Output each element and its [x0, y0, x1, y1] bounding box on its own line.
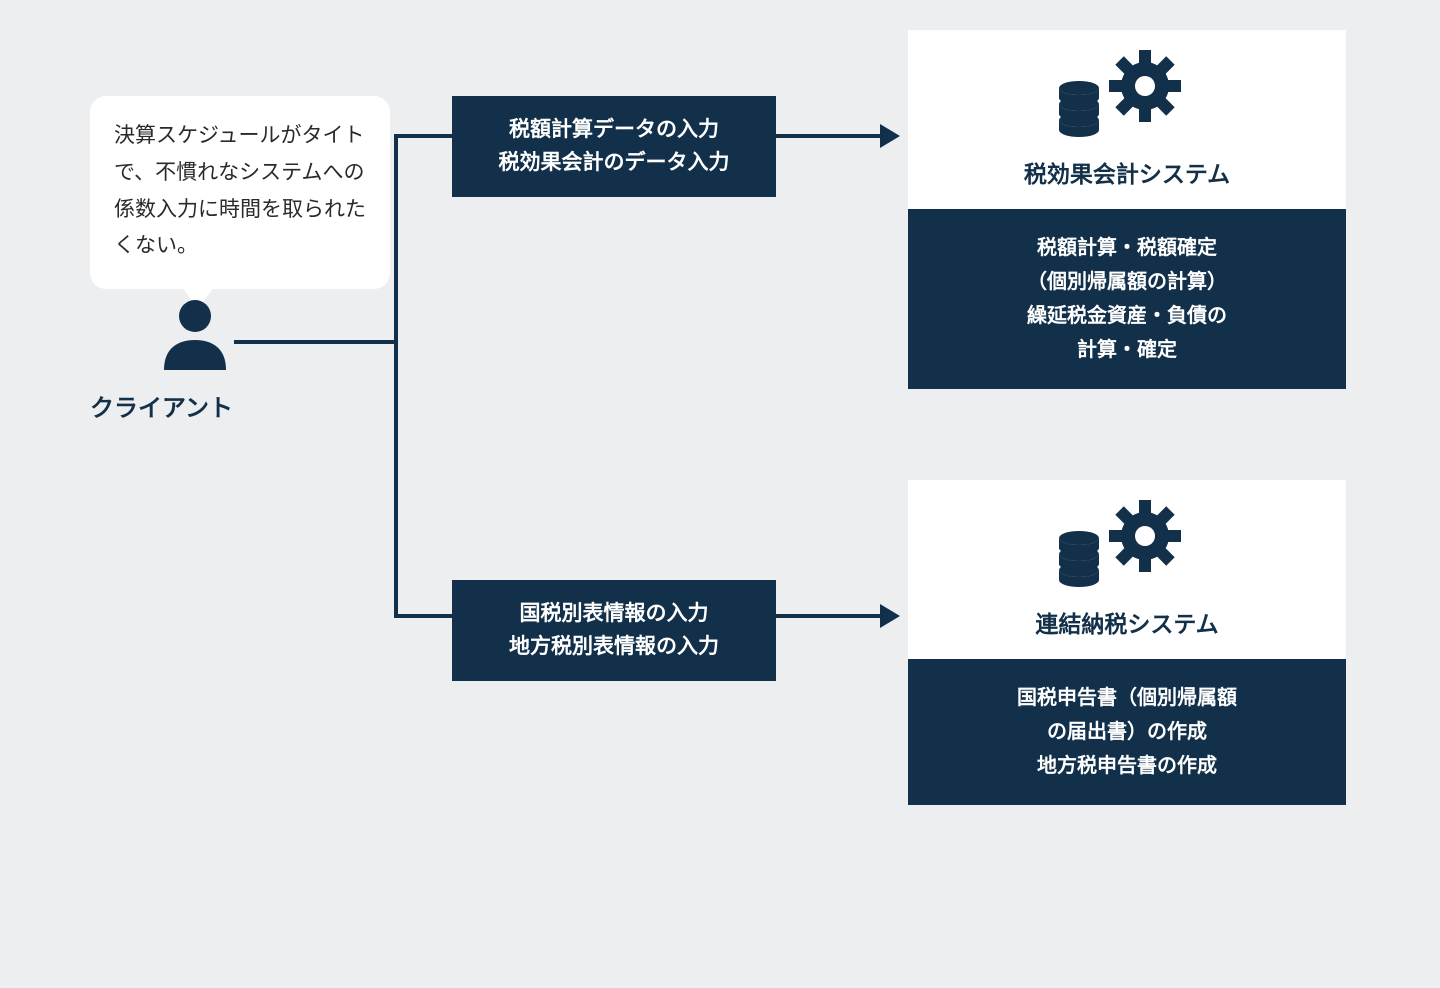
- system-card-bottom: 連結納税システム 国税申告書（個別帰属額 の届出書）の作成 地方税申告書の作成: [908, 480, 1346, 805]
- system-title: 税効果会計システム: [918, 155, 1336, 189]
- connector-line: [394, 134, 452, 138]
- system-card-head: 税効果会計システム: [908, 30, 1346, 209]
- client-speech-text: 決算スケジュールがタイトで、不慣れなシステムへの係数入力に時間を取られたくない。: [114, 124, 366, 257]
- connector-line: [234, 340, 398, 344]
- client-label: クライアント: [90, 388, 233, 423]
- process-line: 国税別表情報の入力: [462, 598, 766, 631]
- db-gear-icon: [1057, 498, 1197, 590]
- diagram-stage: 決算スケジュールがタイトで、不慣れなシステムへの係数入力に時間を取られたくない。…: [0, 0, 1440, 988]
- process-box-top: 税額計算データの入力 税効果会計のデータ入力: [452, 96, 776, 197]
- arrow-right-icon: [880, 124, 900, 148]
- process-line: 税額計算データの入力: [462, 114, 766, 147]
- system-card-head: 連結納税システム: [908, 480, 1346, 659]
- system-card-body: 税額計算・税額確定 （個別帰属額の計算） 繰延税金資産・負債の 計算・確定: [908, 209, 1346, 389]
- arrow-right-icon: [880, 604, 900, 628]
- process-line: 地方税別表情報の入力: [462, 631, 766, 664]
- system-body-line: 繰延税金資産・負債の: [926, 299, 1328, 333]
- client-figure: [160, 298, 230, 370]
- person-icon: [160, 298, 230, 370]
- client-speech-bubble: 決算スケジュールがタイトで、不慣れなシステムへの係数入力に時間を取られたくない。: [90, 96, 390, 289]
- system-body-line: 税額計算・税額確定: [926, 231, 1328, 265]
- connector-line: [394, 614, 452, 618]
- connector-line: [776, 134, 880, 138]
- system-body-line: （個別帰属額の計算）: [926, 265, 1328, 299]
- connector-line: [776, 614, 880, 618]
- system-body-line: 地方税申告書の作成: [926, 749, 1328, 783]
- system-body-line: 計算・確定: [926, 333, 1328, 367]
- system-body-line: の届出書）の作成: [926, 715, 1328, 749]
- db-gear-icon: [1057, 48, 1197, 140]
- connector-line: [394, 134, 398, 618]
- system-card-body: 国税申告書（個別帰属額 の届出書）の作成 地方税申告書の作成: [908, 659, 1346, 805]
- system-body-line: 国税申告書（個別帰属額: [926, 681, 1328, 715]
- process-line: 税効果会計のデータ入力: [462, 147, 766, 180]
- system-title: 連結納税システム: [918, 605, 1336, 639]
- system-card-top: 税効果会計システム 税額計算・税額確定 （個別帰属額の計算） 繰延税金資産・負債…: [908, 30, 1346, 389]
- process-box-bottom: 国税別表情報の入力 地方税別表情報の入力: [452, 580, 776, 681]
